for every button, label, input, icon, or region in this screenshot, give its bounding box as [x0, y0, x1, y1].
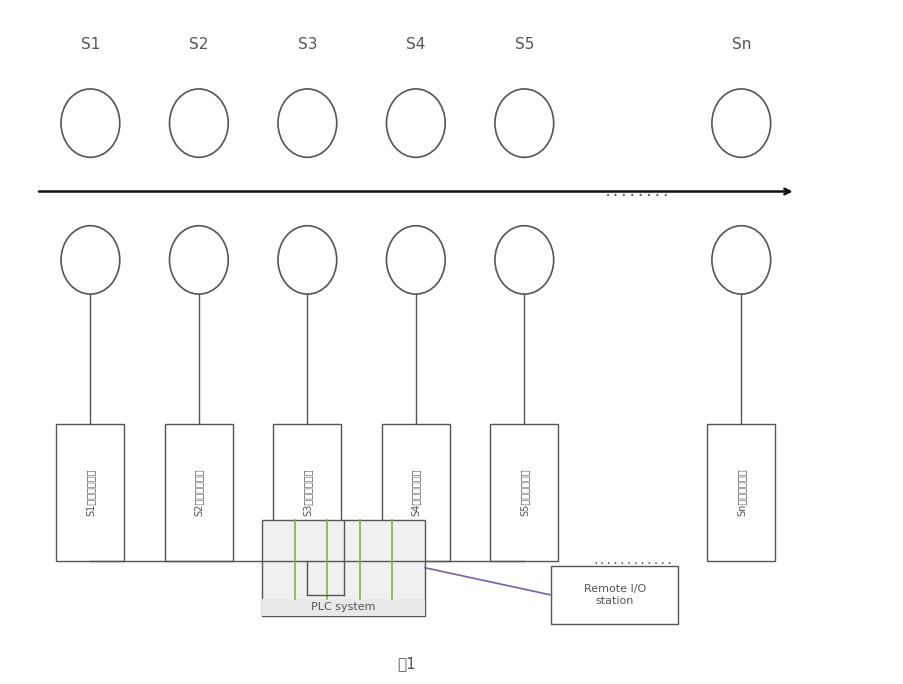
FancyBboxPatch shape: [164, 424, 233, 561]
Text: S2电机传动系统: S2电机传动系统: [193, 469, 204, 516]
Text: S3电机传动系统: S3电机传动系统: [302, 469, 312, 516]
Text: PLC system: PLC system: [311, 603, 376, 612]
FancyBboxPatch shape: [262, 598, 424, 616]
Text: S1电机传动系统: S1电机传动系统: [85, 469, 96, 516]
Text: Sn电机传动系统: Sn电机传动系统: [735, 469, 746, 516]
Text: S5: S5: [514, 37, 534, 52]
FancyBboxPatch shape: [274, 424, 341, 561]
Text: S2: S2: [189, 37, 209, 52]
Text: S4: S4: [405, 37, 425, 52]
FancyBboxPatch shape: [382, 424, 450, 561]
Text: Sn: Sn: [731, 37, 750, 52]
Text: 图1: 图1: [397, 656, 415, 671]
Text: S5电机传动系统: S5电机传动系统: [518, 469, 529, 516]
FancyBboxPatch shape: [706, 424, 774, 561]
FancyBboxPatch shape: [489, 424, 558, 561]
Text: ............: ............: [591, 556, 673, 566]
FancyBboxPatch shape: [56, 424, 125, 561]
Text: ........: ........: [603, 185, 670, 198]
Text: Remote I/O
station: Remote I/O station: [583, 584, 645, 606]
Text: S3: S3: [297, 37, 317, 52]
FancyBboxPatch shape: [551, 566, 677, 624]
Text: S1: S1: [80, 37, 100, 52]
FancyBboxPatch shape: [262, 520, 424, 616]
Text: S4电机传动系统: S4电机传动系统: [410, 469, 421, 516]
